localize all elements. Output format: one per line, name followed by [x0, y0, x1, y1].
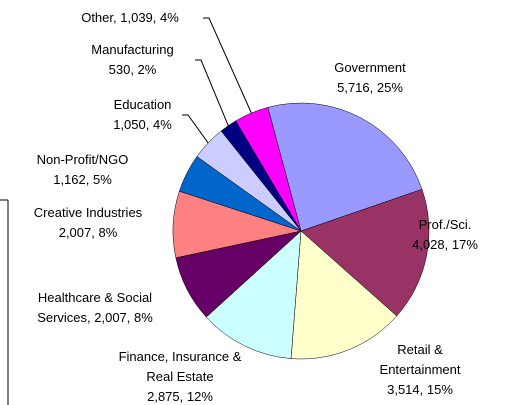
leader-line	[203, 17, 252, 114]
category-label: Finance, Insurance & Real Estate	[118, 349, 242, 384]
value-label: 1,039, 4%	[120, 10, 179, 25]
pie-slice	[267, 102, 423, 232]
pie-slice	[290, 230, 398, 360]
value-label: 3,514, 15%	[387, 382, 453, 397]
slice-label: Finance, Insurance & Real Estate 2,875, 1…	[110, 347, 250, 405]
value-label: Services, 2,007, 8%	[37, 310, 153, 325]
value-label: 1,050, 4%	[113, 117, 172, 132]
value-label: 5,716, 25%	[337, 80, 403, 95]
value-label: 530, 2%	[108, 62, 157, 77]
category-label: Retail & Entertainment	[379, 342, 461, 377]
category-label: Government	[334, 60, 406, 75]
category-label: Education	[113, 97, 172, 112]
slice-label: Manufacturing 530, 2%	[70, 40, 195, 80]
value-label: 2,007, 8%	[58, 225, 118, 240]
value-label: 1,162, 5%	[53, 172, 112, 187]
slice-label: Creative Industries 2,007, 8%	[8, 203, 168, 243]
slice-label: Prof./Sci. 4,028, 17%	[400, 215, 490, 255]
category-label: Healthcare & Social	[37, 290, 153, 305]
slice-label: Education 1,050, 4%	[95, 95, 190, 135]
value-label: 4,028, 17%	[412, 237, 478, 252]
category-label: Non-Profit/NGO	[36, 152, 129, 167]
value-label: 2,875, 12%	[147, 389, 213, 404]
leader-line	[182, 114, 209, 144]
slice-label: Healthcare & Social Services, 2,007, 8%	[10, 288, 180, 328]
slice-label: Non-Profit/NGO 1,162, 5%	[20, 150, 145, 190]
category-label: Manufacturing	[91, 42, 174, 57]
category-label: Other	[81, 10, 116, 25]
slice-label: Government 5,716, 25%	[315, 58, 425, 98]
slice-label: Other 1,039, 4%	[55, 8, 205, 28]
slice-label: Retail & Entertainment 3,514, 15%	[365, 340, 475, 400]
category-label: Creative Industries	[33, 205, 143, 220]
category-label: Prof./Sci.	[418, 217, 472, 232]
leader-line	[195, 59, 229, 126]
pie-slice	[205, 230, 302, 359]
pie-slice	[300, 189, 430, 317]
